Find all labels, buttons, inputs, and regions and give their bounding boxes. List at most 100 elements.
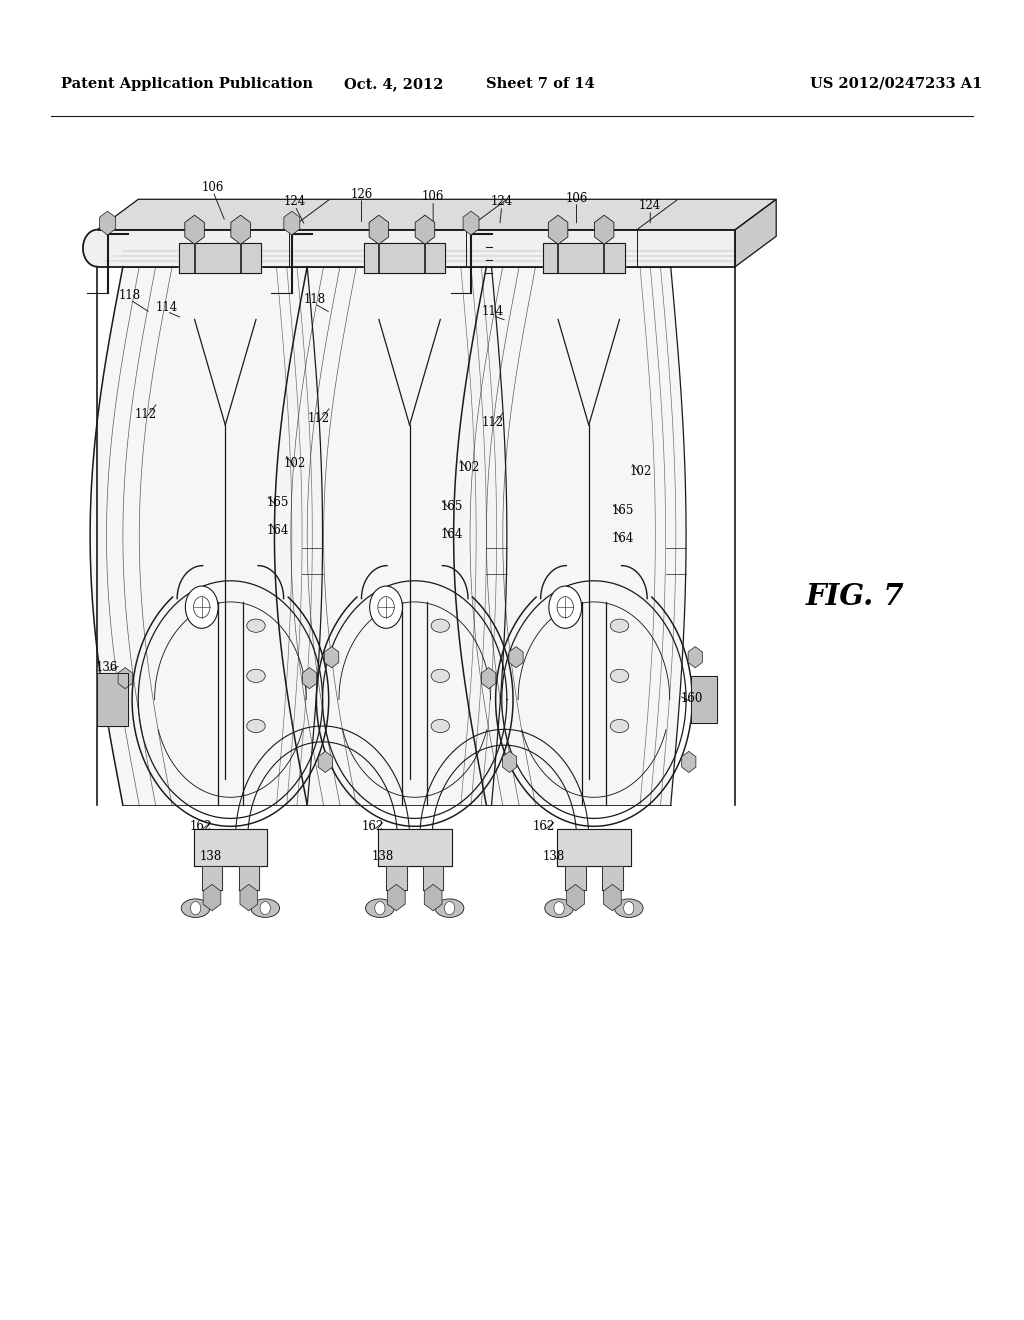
Circle shape	[549, 586, 582, 628]
Text: 160: 160	[681, 692, 703, 705]
Ellipse shape	[610, 719, 629, 733]
Circle shape	[370, 586, 402, 628]
Text: 162: 162	[361, 820, 384, 833]
Polygon shape	[688, 647, 702, 668]
Polygon shape	[548, 215, 568, 244]
Text: 102: 102	[458, 461, 480, 474]
Polygon shape	[184, 215, 205, 244]
Ellipse shape	[251, 899, 280, 917]
Ellipse shape	[366, 899, 394, 917]
Ellipse shape	[431, 619, 450, 632]
Text: 165: 165	[266, 496, 289, 510]
Polygon shape	[386, 866, 407, 890]
Polygon shape	[302, 668, 316, 689]
Text: 124: 124	[490, 195, 513, 209]
Circle shape	[375, 902, 385, 915]
Polygon shape	[83, 230, 97, 267]
Polygon shape	[99, 211, 116, 235]
Polygon shape	[240, 884, 258, 911]
Polygon shape	[454, 267, 686, 805]
Circle shape	[557, 597, 573, 618]
Polygon shape	[179, 243, 261, 273]
Text: 112: 112	[134, 408, 157, 421]
Polygon shape	[509, 647, 523, 668]
Polygon shape	[603, 884, 622, 911]
Text: 138: 138	[372, 850, 394, 863]
Text: 114: 114	[481, 305, 504, 318]
Polygon shape	[230, 215, 251, 244]
Polygon shape	[202, 866, 222, 890]
Text: FIG. 7: FIG. 7	[806, 582, 904, 611]
Circle shape	[194, 597, 210, 618]
Circle shape	[378, 597, 394, 618]
Polygon shape	[118, 668, 132, 689]
Text: 164: 164	[440, 528, 463, 541]
Polygon shape	[203, 884, 221, 911]
Polygon shape	[369, 215, 389, 244]
Polygon shape	[463, 211, 479, 235]
Polygon shape	[566, 884, 585, 911]
Polygon shape	[415, 215, 435, 244]
Polygon shape	[194, 829, 267, 866]
Text: 118: 118	[119, 289, 141, 302]
Circle shape	[444, 902, 455, 915]
Polygon shape	[691, 676, 717, 723]
Text: Oct. 4, 2012: Oct. 4, 2012	[344, 77, 444, 91]
Text: 162: 162	[189, 820, 212, 833]
Polygon shape	[594, 215, 614, 244]
Polygon shape	[239, 866, 259, 890]
Polygon shape	[90, 267, 323, 805]
Ellipse shape	[181, 899, 210, 917]
Text: 102: 102	[630, 465, 652, 478]
Polygon shape	[97, 199, 776, 230]
Polygon shape	[284, 211, 300, 235]
Polygon shape	[318, 751, 333, 772]
Circle shape	[260, 902, 270, 915]
Text: US 2012/0247233 A1: US 2012/0247233 A1	[810, 77, 982, 91]
Text: 118: 118	[303, 293, 326, 306]
Polygon shape	[97, 673, 128, 726]
Text: 112: 112	[481, 416, 504, 429]
Ellipse shape	[545, 899, 573, 917]
Text: 124: 124	[639, 199, 662, 213]
Text: 106: 106	[422, 190, 444, 203]
Polygon shape	[424, 884, 442, 911]
Ellipse shape	[431, 669, 450, 682]
Polygon shape	[97, 230, 735, 267]
Polygon shape	[423, 866, 443, 890]
Text: 136: 136	[95, 661, 118, 675]
Text: 162: 162	[532, 820, 555, 833]
Text: 102: 102	[284, 457, 306, 470]
Text: 138: 138	[200, 850, 222, 863]
Polygon shape	[735, 199, 776, 267]
Text: 114: 114	[156, 301, 178, 314]
Text: Patent Application Publication: Patent Application Publication	[61, 77, 313, 91]
Polygon shape	[602, 866, 623, 890]
Polygon shape	[378, 829, 452, 866]
Text: 165: 165	[611, 504, 634, 517]
Polygon shape	[364, 243, 445, 273]
Polygon shape	[565, 866, 586, 890]
Polygon shape	[387, 884, 406, 911]
Text: 106: 106	[565, 191, 588, 205]
Ellipse shape	[435, 899, 464, 917]
Text: Sheet 7 of 14: Sheet 7 of 14	[486, 77, 595, 91]
Text: 124: 124	[284, 195, 306, 209]
Polygon shape	[274, 267, 507, 805]
Polygon shape	[481, 668, 496, 689]
Polygon shape	[682, 751, 696, 772]
Ellipse shape	[610, 619, 629, 632]
Text: 112: 112	[307, 412, 330, 425]
Polygon shape	[503, 751, 517, 772]
Circle shape	[624, 902, 634, 915]
Text: 164: 164	[266, 524, 289, 537]
Text: 126: 126	[350, 187, 373, 201]
Ellipse shape	[614, 899, 643, 917]
Polygon shape	[325, 647, 339, 668]
Polygon shape	[557, 829, 631, 866]
Circle shape	[554, 902, 564, 915]
Circle shape	[190, 902, 201, 915]
Ellipse shape	[431, 719, 450, 733]
Polygon shape	[543, 243, 625, 273]
Ellipse shape	[247, 719, 265, 733]
